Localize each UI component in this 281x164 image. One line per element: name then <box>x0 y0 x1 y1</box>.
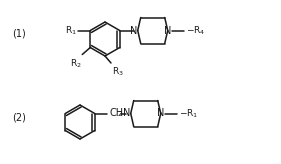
Text: $\mathregular{-R_1}$: $\mathregular{-R_1}$ <box>179 107 198 120</box>
Text: $\mathregular{R_1}$: $\mathregular{R_1}$ <box>65 24 77 37</box>
Text: N: N <box>123 109 130 119</box>
Text: (2): (2) <box>12 112 26 122</box>
Text: (1): (1) <box>12 29 26 39</box>
Text: $\mathregular{R_3}$: $\mathregular{R_3}$ <box>112 66 124 79</box>
Text: N: N <box>130 25 137 35</box>
Text: $\mathregular{R_2}$: $\mathregular{R_2}$ <box>69 58 81 70</box>
Text: 2: 2 <box>117 112 122 117</box>
Text: N: N <box>157 109 164 119</box>
Text: $\mathregular{-R_4}$: $\mathregular{-R_4}$ <box>186 24 205 37</box>
Text: CH: CH <box>110 108 124 118</box>
Text: N: N <box>164 25 171 35</box>
